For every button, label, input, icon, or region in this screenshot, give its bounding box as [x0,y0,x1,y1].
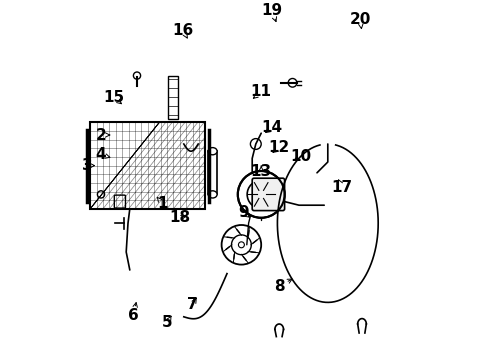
Text: 11: 11 [251,84,271,99]
Text: 13: 13 [251,163,272,179]
FancyArrowPatch shape [226,247,230,249]
FancyArrowPatch shape [227,237,232,238]
Text: 19: 19 [262,3,283,18]
Text: 9: 9 [238,205,248,220]
FancyBboxPatch shape [252,178,285,211]
Circle shape [239,242,245,248]
Text: 5: 5 [162,315,173,330]
Circle shape [257,190,266,199]
Text: 15: 15 [103,90,124,105]
Circle shape [98,191,104,198]
Ellipse shape [208,191,217,198]
Circle shape [231,235,251,255]
FancyArrowPatch shape [253,240,257,243]
Text: 18: 18 [169,210,190,225]
Bar [168,76,178,119]
Text: 16: 16 [172,23,194,38]
Bar [90,122,205,209]
Text: 3: 3 [82,158,93,173]
Circle shape [250,139,261,149]
Circle shape [247,180,275,208]
Text: 6: 6 [128,307,139,323]
Bar [208,151,217,194]
Circle shape [238,171,285,218]
Text: 4: 4 [96,147,106,162]
Text: 10: 10 [290,149,311,164]
FancyArrowPatch shape [237,229,240,233]
Text: 8: 8 [274,279,285,294]
Text: 14: 14 [262,120,283,135]
FancyArrowPatch shape [248,230,249,235]
Text: 7: 7 [188,297,198,312]
Ellipse shape [208,148,217,155]
Text: 12: 12 [269,140,290,155]
Text: 1: 1 [157,196,168,211]
Text: 2: 2 [96,127,106,143]
Circle shape [221,225,261,265]
Circle shape [288,78,297,87]
Text: 20: 20 [349,12,371,27]
FancyBboxPatch shape [114,195,125,208]
Text: 17: 17 [332,180,353,195]
Bar [90,122,205,209]
FancyArrowPatch shape [243,256,246,260]
Circle shape [133,72,141,79]
